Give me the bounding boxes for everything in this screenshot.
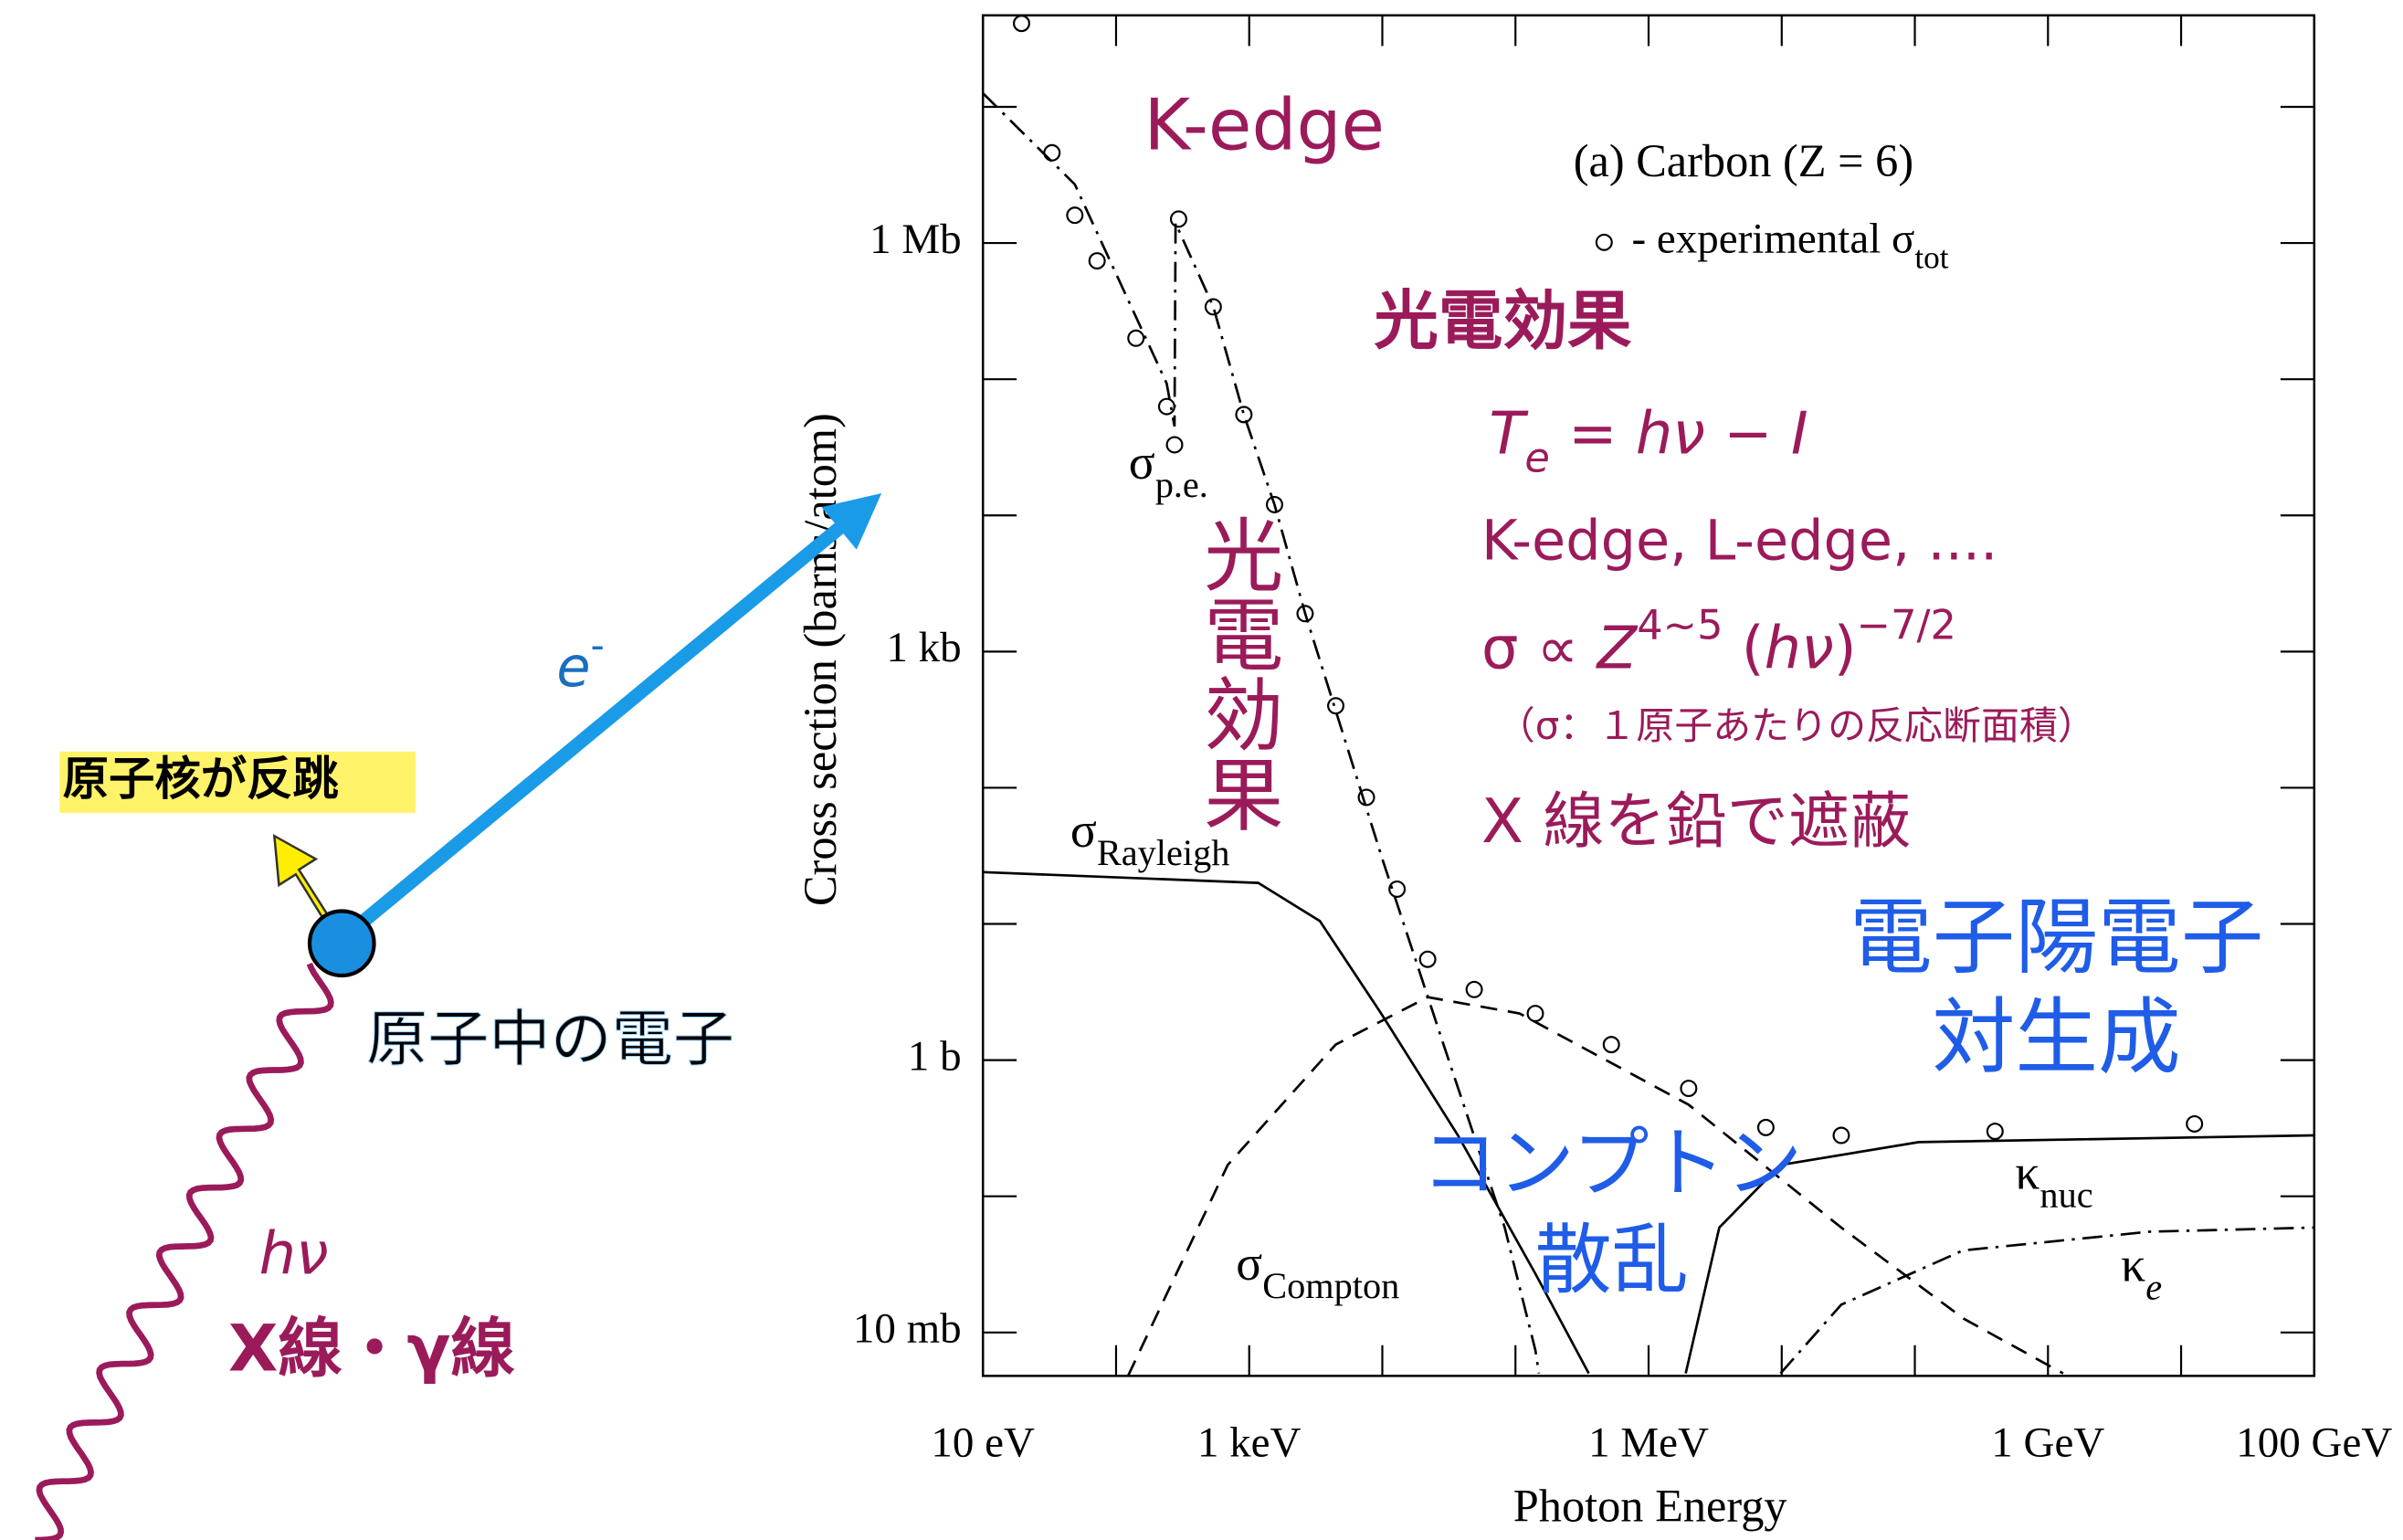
series-label: σRayleigh [1070,804,1229,873]
y-axis-title: Cross section (barns/atom) [795,413,846,906]
data-point [1012,15,1030,33]
x-tick-label: 1 MeV [1588,1419,1709,1466]
data-point [1235,406,1253,424]
text-segment: ( [1723,615,1765,682]
data-point [1602,1036,1620,1054]
series-symbol: σ [1070,804,1097,859]
electron-arrow [353,492,882,933]
series-label: σCompton [1236,1236,1399,1305]
data-point [1756,1118,1775,1136]
data-point [1418,950,1437,968]
y-tick-label: 1 Mb [870,216,962,263]
data-point [1127,329,1145,347]
series-line [983,92,1541,1374]
y-tick-label: 10 mb [853,1305,962,1353]
series-label: κe [2121,1238,2162,1307]
k-edge-label: K-edge [1144,85,1386,167]
series-layer [983,15,2314,1377]
series-line [1684,1134,2314,1374]
series-sub: Rayleigh [1097,832,1230,873]
photo-vertical: 光電効果 [1193,514,1282,833]
shield-text: X 線を鉛で遮蔽 [1481,786,1911,857]
data-point [1169,210,1187,228]
text-segment: - [591,623,605,668]
atomic-electron-text: 原子中の電子 [366,1003,734,1074]
te-formula: Te = hν − I [1489,400,1808,481]
x-tick-label: 1 GeV [1991,1419,2104,1466]
series-line [983,870,1590,1375]
series-sub: e [2145,1266,2162,1307]
series-line [1779,1226,2314,1375]
sigma-note: （σ：１原子あたりの反応断面積） [1497,703,2096,748]
data-point [1986,1123,2004,1141]
text-segment: σ ∝ [1481,615,1597,682]
data-point [1157,397,1175,416]
recoil-highlight [59,751,416,814]
text-segment: hν [1765,615,1834,682]
text-segment: −7/2 [1857,602,1956,649]
text-segment: T [1489,400,1529,468]
text-segment: 4~5 [1637,602,1723,649]
series-label: σp.e. [1129,436,1208,505]
pair-text: 電子陽電子 [1850,891,2263,986]
recoil-text: 原子核が反跳 [63,752,339,806]
x-tick-label: 10 eV [931,1419,1035,1466]
photo-title: 光電効果 [1374,284,1632,359]
recoil-arrow [272,833,332,929]
text-segment: e [1524,435,1549,482]
series-label: κnuc [2015,1145,2092,1215]
legend-text: - experimental σ [1632,215,1915,262]
text-segment: hν [1636,400,1705,468]
data-point [1465,980,1483,998]
compton-text: 散乱 [1535,1215,1689,1304]
pair-text: 対生成 [1933,990,2181,1086]
data-point [1832,1126,1850,1144]
series-sub: p.e. [1155,464,1208,505]
x-tick-label: 100 GeV [2236,1419,2392,1466]
scaling-formula: σ ∝ Z4~5 (hν)−7/2 [1481,602,1956,683]
data-point [1327,697,1345,715]
legend-sub: tot [1914,239,1948,275]
series-symbol: κ [2121,1238,2145,1292]
text-segment: = [1550,400,1636,468]
series-sub: Compton [1262,1265,1399,1306]
data-point [2186,1114,2204,1133]
text-segment: Z [1596,615,1639,682]
data-point [1526,1005,1544,1023]
legend-marker [1595,233,1613,251]
y-tick-label: 1 kb [886,624,961,671]
photon-wave [35,962,334,1540]
data-point [1165,436,1184,454]
text-segment: − [1705,400,1791,468]
series-sub: nuc [2039,1174,2092,1215]
series-symbol: κ [2015,1145,2039,1200]
data-point [1088,252,1106,270]
legend-entry: - experimental σtot [1632,215,1949,275]
data-point [1066,206,1084,225]
series-symbol: σ [1236,1236,1262,1291]
chart-title: (a) Carbon (Z = 6) [1574,135,1913,186]
text-segment: ) [1834,615,1857,682]
xray-label: X線・γ線 [228,1312,515,1387]
photon-label: hν [259,1221,329,1289]
nucleus [307,909,376,978]
data-point [1043,143,1061,162]
y-tick-label: 1 b [908,1032,962,1080]
text-segment: I [1791,400,1808,468]
edges-text: K-edge, L-edge, .... [1481,510,1997,574]
series-symbol: σ [1129,436,1155,490]
x-tick-label: 1 keV [1197,1419,1302,1466]
data-point [1388,880,1407,898]
data-point [1680,1080,1698,1098]
x-axis-title: Photon Energy [1513,1481,1787,1532]
electron-label: e- [556,623,604,700]
text-segment: e [556,635,590,699]
data-point [1204,298,1222,316]
series-line [1126,996,2064,1377]
compton-text: コンプトン [1421,1119,1802,1208]
